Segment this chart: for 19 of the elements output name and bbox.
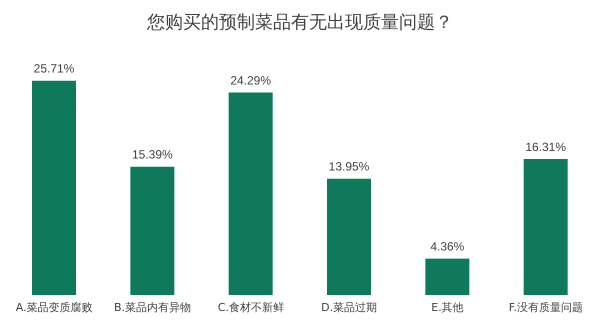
data-label: 24.29% [230,74,272,88]
bar [130,166,174,295]
bar [524,159,568,295]
bar [327,178,371,295]
data-label: 16.31% [525,140,566,154]
bar [228,92,273,295]
bar [32,80,76,295]
data-label: 15.39% [132,148,174,162]
x-tick-label: D.菜品过期 [321,300,378,314]
x-tick-label: B.菜品内有异物 [114,300,192,314]
x-tick-label: F.没有质量问题 [508,300,583,314]
chart-title: 您购买的预制菜品有无出现质量问题？ [146,11,454,34]
data-label: 4.36% [430,240,465,254]
data-label: 25.71% [34,62,75,76]
bar [425,258,470,295]
data-label: 13.95% [328,160,370,174]
x-tick-label: A.菜品变质腐败 [16,300,93,314]
x-tick-label: E.其他 [431,300,464,314]
x-tick-label: C.食材不新鲜 [218,300,284,314]
